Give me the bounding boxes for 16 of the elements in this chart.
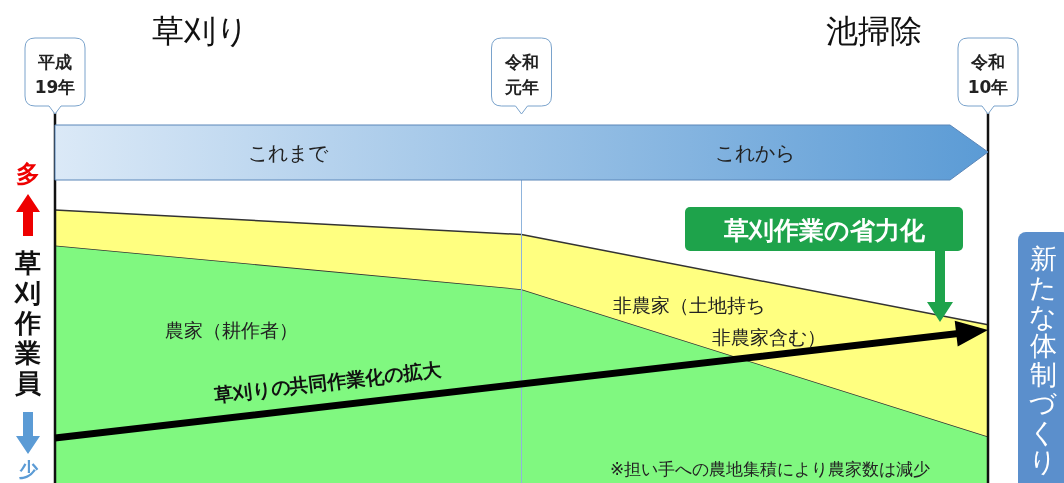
text: これまで: [248, 141, 330, 165]
x-tick-label: 令和10年: [967, 52, 1009, 97]
text: これから: [714, 141, 795, 165]
x-tick-label: 平成19年: [34, 52, 76, 97]
annotation: 少: [18, 458, 39, 480]
text: 多: [16, 160, 40, 188]
annotation: 新たな体制づくり: [1029, 243, 1057, 477]
series-label: 農家（耕作者）: [165, 319, 298, 341]
text: 池掃除: [826, 12, 922, 50]
y-axis-title: 草刈作業員: [14, 248, 41, 398]
x-tick-label: 令和元年: [503, 52, 539, 97]
text: 草刈り: [151, 12, 249, 50]
series-label: 非農家（土地持ち非農家含む）: [613, 294, 826, 348]
annotation: 草刈りの共同作業化の拡大: [211, 357, 443, 407]
annotation: ※担い手への農地集積により農家数は減少: [610, 459, 931, 479]
annotation: 草刈作業の省力化: [722, 216, 926, 245]
